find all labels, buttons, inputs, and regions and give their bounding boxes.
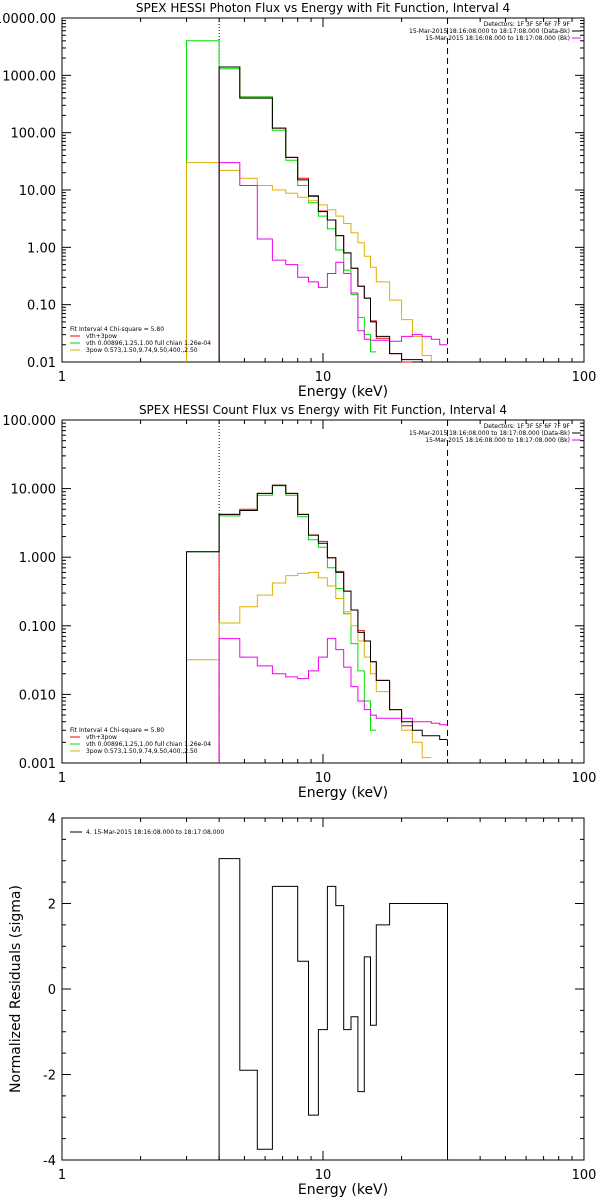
y-tick-label: -4 bbox=[43, 1154, 56, 1169]
series-vth-3pow-line bbox=[218, 484, 413, 763]
y-tick-label: 1.000 bbox=[19, 551, 56, 566]
y-tick-label: 0.01 bbox=[27, 356, 56, 371]
legend-entry: Fit Interval 4 Chi-square = 5.80 bbox=[70, 727, 164, 734]
series-3pow-line bbox=[186, 162, 440, 363]
y-tick-label: 0.010 bbox=[19, 688, 56, 703]
info-line: 15-Mar-2015 18:16:08.000 to 18:17:08.000… bbox=[409, 430, 570, 437]
y-tick-label: 0.10 bbox=[27, 299, 56, 314]
x-tick-label: 10 bbox=[315, 1168, 332, 1183]
series-vth-line bbox=[186, 485, 377, 763]
legend-entry: Fit Interval 4 Chi-square = 5.80 bbox=[70, 326, 164, 333]
y-tick-label: 0.001 bbox=[19, 757, 56, 772]
x-tick-label: 1 bbox=[58, 1168, 66, 1183]
series-4-15-mar-2015-18-16-08-000-to-18-17-08-000-line bbox=[218, 858, 448, 1160]
y-tick-label: 1000.00 bbox=[2, 69, 56, 84]
series-vth-3pow-line bbox=[218, 66, 413, 363]
legend-entry: 4. 15-Mar-2015 18:16:08.000 to 18:17:08.… bbox=[86, 829, 224, 836]
legend-entry: vth+3pow bbox=[86, 333, 117, 340]
series-data-line bbox=[186, 484, 448, 763]
legend-entry: vth+3pow bbox=[86, 734, 117, 741]
plot-frame bbox=[61, 17, 585, 363]
y-tick-label: 0.100 bbox=[19, 620, 56, 635]
series-bk-line bbox=[218, 638, 448, 763]
info-line: Detectors: 1F 3F 5F 6F 7F 9F bbox=[484, 423, 571, 430]
y-tick-label: 10000.00 bbox=[0, 12, 56, 27]
x-tick-label: 1 bbox=[58, 370, 66, 385]
chart-title: SPEX HESSI Count Flux vs Energy with Fit… bbox=[139, 403, 507, 417]
x-tick-label: 100 bbox=[572, 1168, 597, 1183]
y-tick-label: 10.000 bbox=[11, 483, 57, 498]
legend-entry: 3pow 0.573,1.50,9.74,9.50,400.,2.50 bbox=[86, 347, 198, 354]
plot-panel-2: SPEX HESSI Count Flux vs Energy with Fit… bbox=[2, 403, 596, 801]
plot-panel-3: 1 10 100 -4 -2 0 2 4 Energy (keV) Normalized Resi… bbox=[8, 812, 596, 1198]
info-line: Detectors: 1F 3F 5F 6F 7F 9F bbox=[484, 21, 571, 28]
series-data-line bbox=[218, 66, 448, 363]
series-bk-line bbox=[218, 162, 448, 362]
y-tick-label: 2 bbox=[48, 898, 56, 913]
x-tick-label: 1 bbox=[58, 771, 66, 786]
x-axis-label: Energy (keV) bbox=[298, 785, 388, 801]
y-tick-label: 10.00 bbox=[19, 184, 56, 199]
y-tick-label: 100.00 bbox=[11, 127, 57, 142]
x-tick-label: 100 bbox=[572, 370, 597, 385]
legend-entry: vth 0.00896,1.25,1.00 full chian 1.26e-0… bbox=[86, 340, 211, 347]
info-line: 15-Mar-2015 18:16:08.000 to 18:17:08.000… bbox=[409, 28, 570, 35]
plot-frame bbox=[61, 419, 585, 764]
series-vth-line bbox=[186, 40, 377, 362]
x-tick-label: 10 bbox=[315, 771, 332, 786]
info-line: 15-Mar-2015 18:16:08.000 to 18:17:08.000… bbox=[425, 35, 570, 42]
y-tick-label: 4 bbox=[48, 812, 56, 827]
x-tick-label: 10 bbox=[315, 370, 332, 385]
y-tick-label: 100.000 bbox=[2, 414, 56, 429]
plot-panel-1: SPEX HESSI Photon Flux vs Energy with Fi… bbox=[0, 1, 596, 400]
y-tick-label: 1.00 bbox=[27, 241, 56, 256]
y-axis-label: Normalized Residuals (sigma) bbox=[8, 885, 24, 1093]
plot-frame bbox=[61, 817, 585, 1161]
y-tick-label: -2 bbox=[43, 1069, 56, 1084]
x-axis-label: Energy (keV) bbox=[298, 384, 388, 400]
chart-title: SPEX HESSI Photon Flux vs Energy with Fi… bbox=[136, 1, 510, 15]
legend-entry: vth 0.00896,1.25,1.00 full chian 1.26e-0… bbox=[86, 741, 211, 748]
info-line: 15-Mar-2015 18:16:08.000 to 18:17:08.000… bbox=[425, 437, 570, 444]
x-axis-label: Energy (keV) bbox=[298, 1182, 388, 1198]
y-tick-label: 0 bbox=[48, 983, 56, 998]
x-tick-label: 100 bbox=[572, 771, 597, 786]
series-3pow-line bbox=[186, 571, 432, 763]
legend-entry: 3pow 0.573,1.50,9.74,9.50,400.,2.50 bbox=[86, 748, 198, 755]
